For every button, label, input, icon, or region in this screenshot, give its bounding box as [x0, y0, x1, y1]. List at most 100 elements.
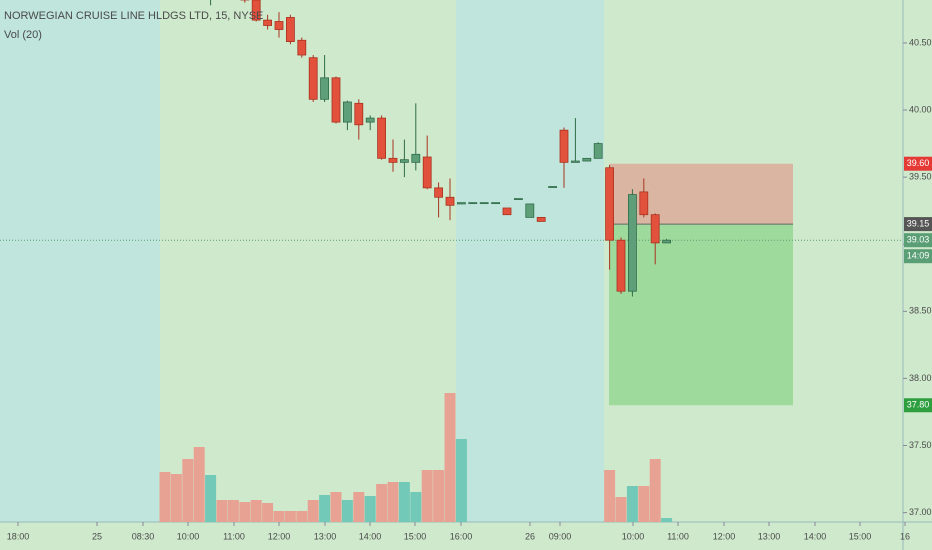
candle-body	[639, 191, 649, 216]
x-tick-label: 25	[92, 531, 102, 541]
x-tick-label: 18:00	[7, 531, 30, 541]
candle-body	[502, 207, 512, 216]
volume-bar	[376, 484, 388, 522]
candle-body	[571, 160, 580, 163]
y-tick-label: 37.50	[909, 440, 932, 450]
candle-body	[650, 214, 660, 244]
candle-body	[593, 143, 603, 159]
y-tick-label: 40.00	[909, 104, 932, 114]
volume-bar	[604, 470, 616, 522]
entry-label: 39.15	[907, 218, 930, 228]
volume-bar	[319, 495, 331, 522]
x-tick-label: 09:00	[549, 531, 572, 541]
target-zone	[609, 224, 793, 406]
candle-body	[411, 153, 421, 163]
chart-title: NORWEGIAN CRUISE LINE HLDGS LTD, 15, NYS…	[4, 10, 263, 22]
volume-bar	[421, 470, 433, 522]
target-label: 37.80	[907, 400, 930, 410]
candle-body	[434, 187, 444, 198]
candle-body	[285, 17, 295, 42]
candle-body	[548, 186, 557, 188]
volume-bar	[364, 496, 376, 522]
candle-body	[320, 77, 330, 100]
last-box	[904, 233, 932, 248]
x-tick-label: 10:00	[177, 531, 200, 541]
last-label: 39.03	[907, 235, 930, 245]
volume-bar	[353, 492, 365, 522]
x-tick-label: 14:00	[804, 531, 827, 541]
x-tick-label: 11:00	[667, 531, 689, 541]
volume-bar	[433, 470, 445, 522]
candle-body	[456, 202, 466, 205]
candle-body	[479, 202, 489, 205]
volume-bar	[615, 497, 627, 522]
candle-body	[422, 156, 432, 189]
candle-body	[582, 157, 592, 162]
candle-body	[445, 196, 455, 206]
volume-bar	[262, 503, 274, 522]
volume-bar	[227, 500, 239, 522]
x-tick-label: 16	[900, 531, 910, 541]
volume-bar	[661, 518, 673, 522]
x-tick-label: 13:00	[758, 531, 781, 541]
volume-bar	[239, 502, 251, 522]
volume-bar	[455, 439, 467, 522]
session-bg	[0, 0, 160, 522]
volume-bar	[159, 472, 171, 522]
volume-bar	[216, 500, 228, 522]
target-box	[904, 398, 932, 413]
candle-body	[377, 117, 387, 159]
candle-body	[491, 202, 501, 205]
volume-bar	[649, 459, 661, 522]
candle-body	[628, 194, 637, 292]
candle-body	[605, 167, 614, 241]
countdown-label: 14:09	[907, 251, 930, 261]
candle-body	[536, 216, 546, 222]
candle-body	[297, 39, 307, 56]
candle-body	[354, 102, 364, 126]
x-tick-label: 08:30	[132, 531, 155, 541]
volume-bar	[341, 500, 353, 522]
x-tick-label: 15:00	[849, 531, 872, 541]
y-tick-label: 38.00	[909, 373, 932, 383]
candle-body	[662, 239, 671, 244]
entry-box	[904, 217, 932, 232]
countdown-box	[904, 249, 932, 264]
x-tick-label: 14:00	[359, 531, 382, 541]
volume-bar	[638, 486, 650, 522]
volume-bar	[273, 511, 285, 522]
stop-box	[904, 156, 932, 171]
volume-bar	[296, 511, 308, 522]
candle-body	[263, 19, 273, 26]
candle-body	[388, 157, 398, 163]
candle-body	[342, 101, 352, 123]
volume-bar	[205, 475, 217, 522]
plot	[0, 0, 903, 522]
candle-body	[365, 117, 375, 123]
x-tick-label: 26	[525, 531, 535, 541]
candle-body	[274, 21, 284, 30]
y-tick-label: 38.50	[909, 306, 932, 316]
volume-bar	[250, 500, 262, 522]
volume-bar	[444, 393, 456, 522]
volume-bar	[307, 500, 319, 522]
candle-body	[251, 0, 261, 21]
candle-body	[559, 129, 569, 163]
indicator-label: Vol (20)	[4, 29, 42, 41]
candle-body	[308, 57, 318, 100]
volume-bar	[170, 474, 182, 522]
volume-bar	[387, 482, 399, 522]
x-tick-label: 15:00	[404, 531, 427, 541]
candle-body	[514, 198, 523, 201]
y-tick-label: 40.50	[909, 37, 932, 47]
volume-bar	[330, 492, 342, 522]
session-bg	[456, 0, 604, 522]
y-tick-label: 39.50	[909, 172, 932, 182]
x-tick-label: 11:00	[223, 531, 245, 541]
volume-bar	[284, 511, 296, 522]
x-tick-label: 12:00	[713, 531, 736, 541]
y-tick-label: 37.00	[909, 507, 932, 517]
x-tick-label: 16:00	[450, 531, 473, 541]
